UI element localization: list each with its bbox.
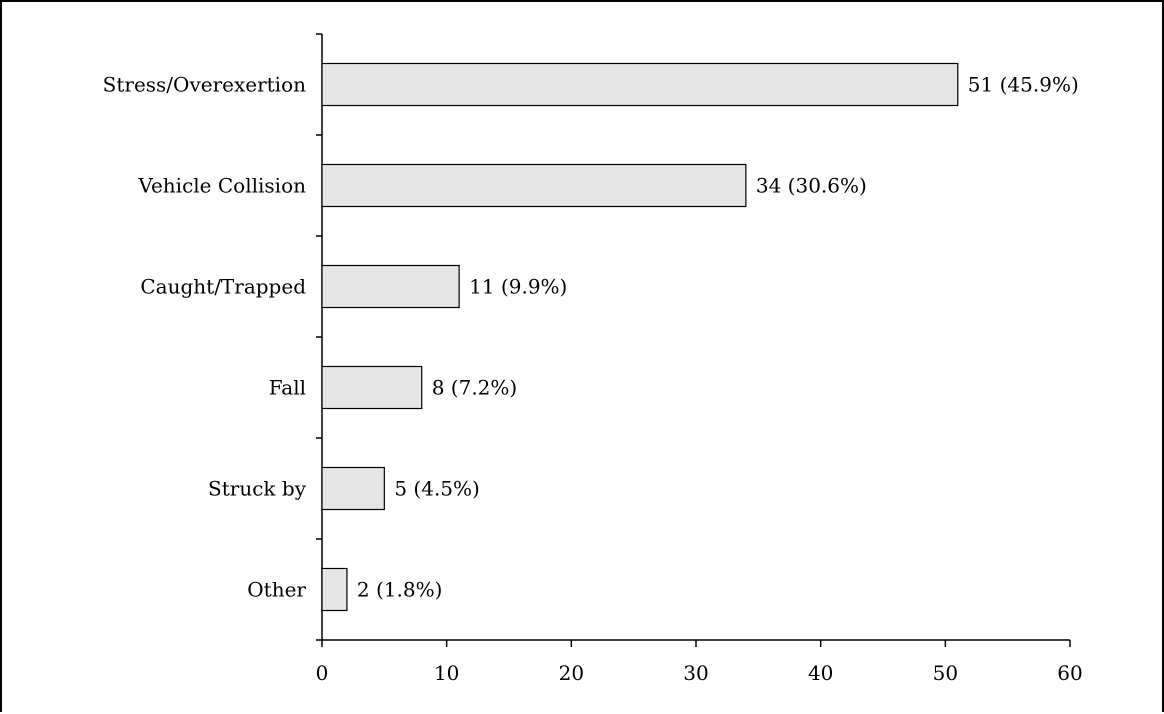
category-label: Stress/Overexertion [103,73,306,97]
bar-caught-trapped [321,264,460,309]
x-tick-label: 60 [1057,661,1082,685]
data-label: 2 (1.8%) [357,578,443,602]
data-label: 5 (4.5%) [394,477,480,501]
data-label: 8 (7.2%) [432,376,518,400]
data-label: 51 (45.9%) [968,73,1079,97]
x-tick-label: 40 [808,661,833,685]
bar-vehicle-collision [321,163,747,208]
category-label: Other [247,578,306,602]
category-label: Fall [269,376,306,400]
x-tick-label: 50 [933,661,958,685]
category-label: Struck by [208,477,307,501]
category-label: Caught/Trapped [140,275,306,299]
bar-stress-overexertion [321,62,959,107]
data-label: 11 (9.9%) [469,275,567,299]
x-tick-label: 20 [559,661,584,685]
data-label: 34 (30.6%) [756,174,867,198]
ticks: Stress/Overexertion Vehicle Collision Caug… [103,33,1083,685]
category-label: Vehicle Collision [137,174,306,198]
x-tick-label: 0 [316,661,329,685]
axes [321,34,1070,641]
bars: 51 (45.9%) 34 (30.6%) 11 (9.9%) 8 (7.2%) 5 (… [321,62,1079,612]
bar-other [321,567,348,612]
bar-struck-by [321,466,385,511]
x-tick-label: 10 [434,661,459,685]
bar-fall [321,365,423,410]
x-tick-label: 30 [683,661,708,685]
